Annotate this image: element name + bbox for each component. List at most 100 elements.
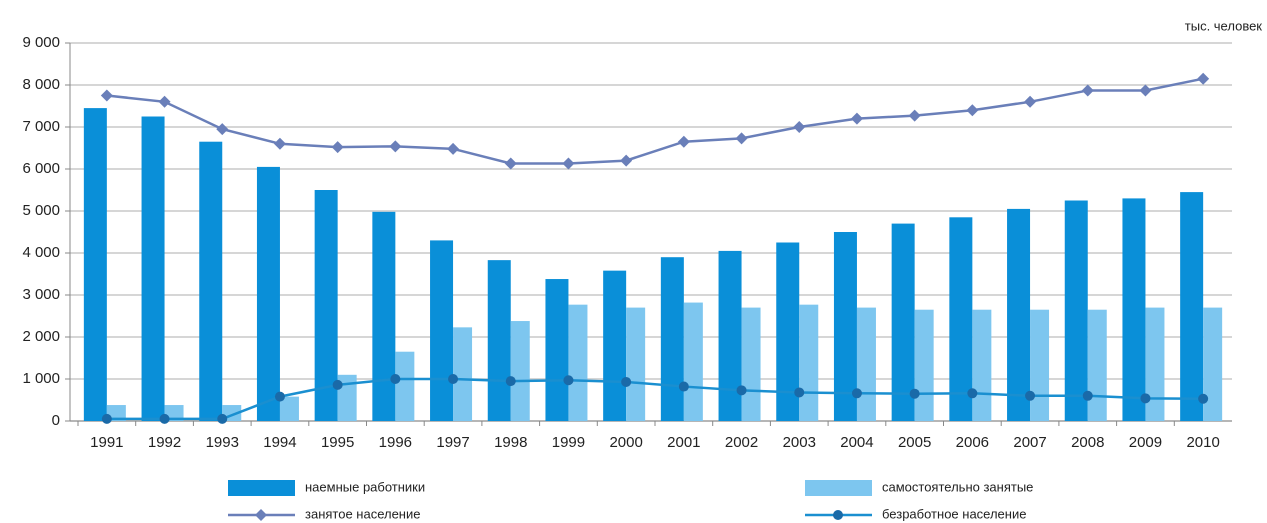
bar — [1122, 198, 1146, 421]
legend-label: самостоятельно занятые — [882, 479, 1033, 494]
bar — [372, 211, 396, 421]
bar — [256, 166, 280, 421]
y-tick-label: 6 000 — [22, 160, 60, 177]
bar — [891, 223, 915, 421]
bar — [972, 309, 992, 421]
marker — [1081, 84, 1094, 97]
legend-label: безработное население — [882, 506, 1026, 521]
x-tick-label: 2003 — [783, 434, 816, 451]
x-tick-label: 1992 — [148, 434, 181, 451]
marker — [851, 388, 862, 399]
bar — [279, 396, 299, 421]
x-tick-label: 1994 — [263, 434, 296, 451]
bar — [1030, 309, 1050, 421]
y-tick-label: 7 000 — [22, 118, 60, 135]
bar — [83, 108, 107, 421]
marker — [908, 109, 921, 122]
marker — [448, 374, 459, 384]
marker — [1025, 390, 1036, 401]
legend-marker — [833, 510, 843, 520]
y-tick-label: 8 000 — [22, 76, 60, 93]
marker — [1139, 84, 1152, 97]
x-tick-label: 2007 — [1013, 434, 1046, 451]
marker — [621, 376, 632, 387]
marker — [1197, 72, 1210, 85]
marker — [273, 137, 286, 150]
marker — [850, 112, 863, 125]
bar — [1064, 200, 1088, 421]
marker — [1024, 95, 1037, 108]
marker — [217, 413, 228, 424]
x-tick-label: 2008 — [1071, 434, 1104, 451]
bar — [914, 309, 934, 421]
x-tick-label: 2006 — [956, 434, 989, 451]
x-tick-label: 2010 — [1186, 434, 1219, 451]
legend-swatch — [805, 480, 872, 496]
y-tick-label: 2 000 — [22, 328, 60, 345]
marker — [909, 388, 920, 399]
marker — [159, 413, 170, 424]
marker — [966, 104, 979, 117]
x-tick-label: 2001 — [667, 434, 700, 451]
marker — [1140, 393, 1151, 404]
y-tick-label: 5 000 — [22, 202, 60, 219]
marker — [390, 374, 401, 384]
marker — [563, 375, 574, 386]
bar — [453, 327, 473, 421]
bar — [1145, 307, 1165, 421]
line — [106, 377, 1204, 421]
marker — [967, 388, 978, 399]
bar — [683, 302, 703, 421]
x-tick-label: 2002 — [725, 434, 758, 451]
marker — [332, 379, 343, 390]
bar — [106, 405, 126, 421]
marker — [678, 381, 689, 392]
marker — [735, 132, 748, 145]
marker — [1082, 390, 1093, 401]
legend-label: занятое население — [305, 506, 420, 521]
bar — [510, 321, 530, 421]
x-tick-label: 1997 — [436, 434, 469, 451]
bar — [314, 190, 338, 421]
x-tick-label: 1995 — [321, 434, 354, 451]
marker — [620, 154, 633, 167]
marker — [504, 157, 517, 170]
bar — [833, 232, 857, 421]
y-tick-label: 0 — [52, 412, 60, 429]
marker — [331, 141, 344, 154]
bar — [741, 307, 761, 421]
marker — [216, 123, 229, 136]
unit-label: тыс. человек — [1185, 18, 1263, 33]
bar — [1087, 309, 1107, 421]
legend-swatch — [228, 480, 295, 496]
marker — [389, 140, 402, 153]
x-tick-label: 1999 — [552, 434, 585, 451]
x-tick-label: 2000 — [609, 434, 642, 451]
bar — [799, 304, 819, 421]
marker — [793, 121, 806, 133]
bar — [603, 270, 627, 421]
x-tick-label: 1993 — [206, 434, 239, 451]
x-tick-label: 2004 — [840, 434, 873, 451]
legend-label: наемные работники — [305, 479, 425, 494]
bar — [1007, 208, 1031, 421]
x-tick-label: 2009 — [1129, 434, 1162, 451]
bar — [487, 260, 511, 421]
marker — [562, 157, 575, 170]
bar — [949, 217, 973, 421]
bar — [1180, 192, 1204, 421]
bar — [718, 250, 742, 421]
bar — [1203, 307, 1223, 421]
legend-marker — [255, 509, 267, 521]
bar — [395, 351, 415, 421]
bar — [545, 279, 569, 421]
x-tick-label: 1991 — [90, 434, 123, 451]
bar — [164, 405, 184, 421]
bar — [141, 116, 165, 421]
marker — [274, 391, 285, 402]
bar — [626, 307, 646, 421]
y-tick-label: 4 000 — [22, 244, 60, 261]
marker — [101, 413, 112, 424]
x-tick-label: 1998 — [494, 434, 527, 451]
